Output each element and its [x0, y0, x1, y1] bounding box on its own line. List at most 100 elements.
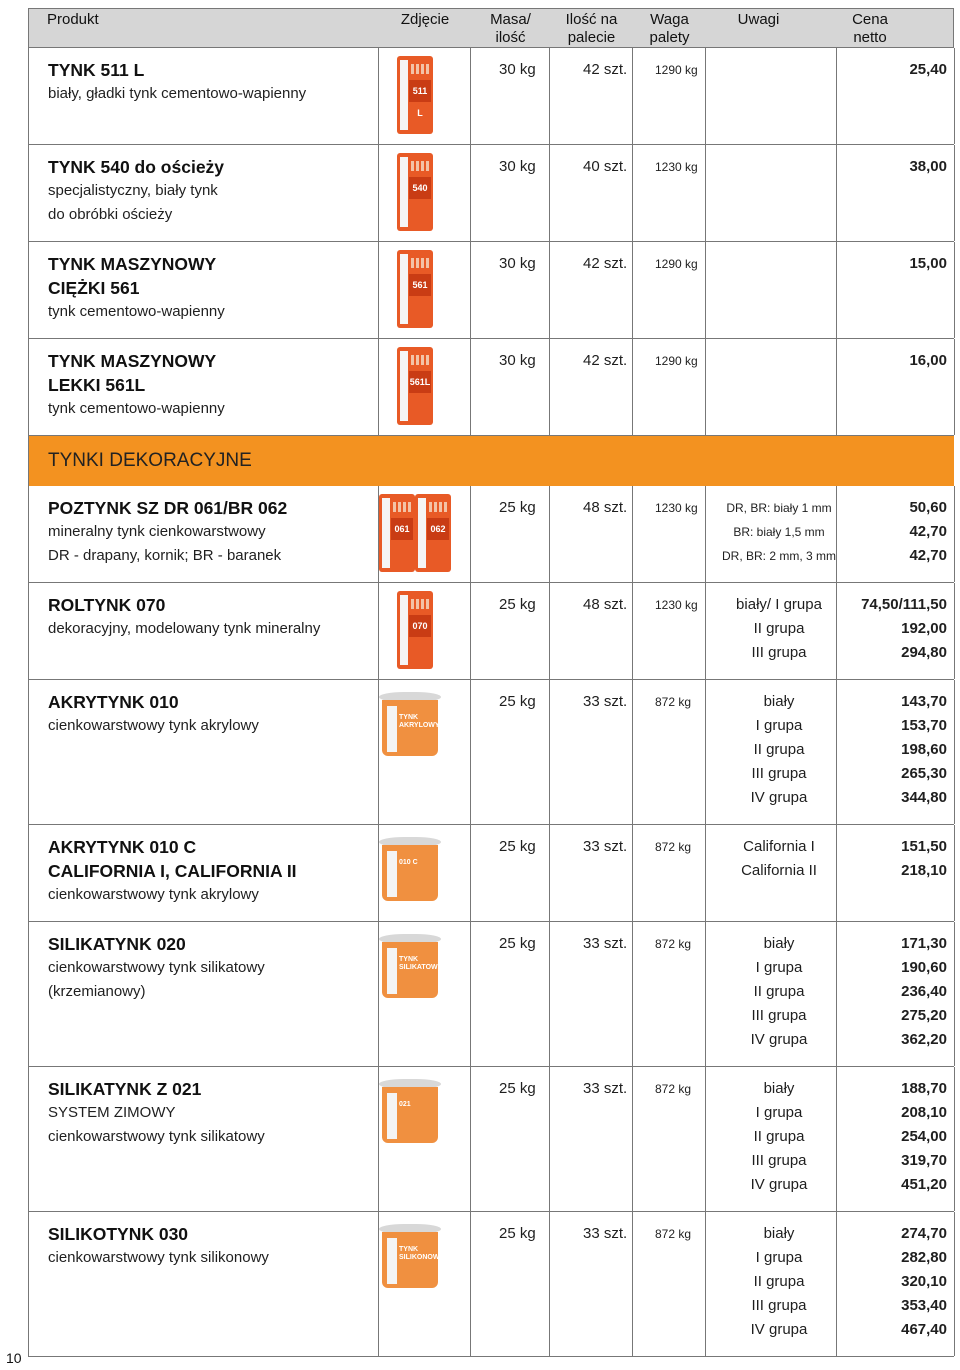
price-value: 362,20 [901, 1031, 947, 1048]
price-value: 151,50 [901, 838, 947, 855]
product-description: mineralny tynk cienkowarstwowy [48, 523, 266, 540]
product-bag-image: 511 L [397, 56, 433, 134]
column-divider [378, 145, 379, 241]
column-divider [378, 583, 379, 679]
mass-cell: 25 kg [499, 499, 536, 516]
column-divider [549, 680, 550, 824]
remark-line: III grupa [751, 1297, 807, 1314]
price-value: 274,70 [901, 1225, 947, 1242]
bag-label: 511 L [409, 80, 431, 118]
remark-line: biały [763, 1225, 795, 1242]
bag-label: 540 [409, 177, 431, 199]
remark-line: DR, BR: biały 1 mm [726, 501, 832, 515]
price-cell: 188,70 208,10 254,00 319,70 451,20 [839, 1077, 947, 1197]
price-value: 42,70 [909, 523, 947, 540]
table-row: SILIKATYNK Z 021 SYSTEM ZIMOWY cienkowarst… [28, 1067, 955, 1212]
price-value: 344,80 [901, 789, 947, 806]
pallet-weight-cell: 872 kg [655, 695, 692, 709]
price-value: 25,40 [909, 61, 947, 78]
column-divider [470, 583, 471, 679]
product-name: TYNK MASZYNOWY [48, 254, 217, 274]
product-name: AKRYTYNK 010 C [48, 837, 197, 857]
remark-line: I grupa [755, 959, 803, 976]
pallet-weight-cell: 1290 kg [655, 63, 698, 77]
product-description: cienkowarstwowy tynk silikatowy [48, 1128, 265, 1145]
column-divider [705, 339, 706, 435]
product-cell: AKRYTYNK 010 cienkowarstwowy tynk akrylow… [48, 690, 368, 738]
product-description: biały, gładki tynk cementowo-wapienny [48, 85, 307, 102]
pallet-qty-cell: 48 szt. [583, 499, 628, 516]
column-divider [632, 145, 633, 241]
bag-label: 561 [409, 274, 431, 296]
column-divider [470, 1067, 471, 1211]
product-bucket-image: TYNK SILIKONOWY [379, 1224, 445, 1290]
bag-pattern [393, 502, 411, 512]
price-value: 320,10 [901, 1273, 947, 1290]
bag-label: 062 [427, 518, 449, 540]
table-row: SILIKATYNK 020 cienkowarstwowy tynk silik… [28, 922, 955, 1067]
column-divider [954, 486, 955, 582]
remark-line: IV grupa [750, 1031, 808, 1048]
column-divider [470, 825, 471, 921]
pallet-qty-cell: 40 szt. [583, 158, 628, 175]
mass-cell: 30 kg [499, 158, 536, 175]
table-row: TYNK MASZYNOWY CIĘŻKI 561 tynk cementowo-w… [28, 242, 955, 339]
column-divider [549, 145, 550, 241]
bag-pattern [411, 355, 429, 365]
remarks-cell: biały I grupa II grupa III grupa IV grupa [709, 690, 849, 810]
column-divider [549, 242, 550, 338]
price-cell: 143,70 153,70 198,60 265,30 344,80 [839, 690, 947, 810]
product-description: SYSTEM ZIMOWY [48, 1104, 176, 1121]
page-number: 10 [6, 1350, 22, 1366]
bag-stripe [400, 351, 408, 421]
bucket-label: TYNK AKRYLOWY [399, 714, 440, 729]
column-divider [470, 1212, 471, 1356]
bucket-label: TYNK SILIKONOWY [399, 1246, 445, 1261]
column-divider [549, 1212, 550, 1356]
pallet-qty-cell: 33 szt. [583, 693, 628, 710]
column-divider [378, 680, 379, 824]
header-qty: Ilość na palecie [565, 11, 618, 46]
product-bucket-image: 010 C [379, 837, 441, 903]
column-divider [632, 242, 633, 338]
mass-cell: 25 kg [499, 838, 536, 855]
price-value: 208,10 [901, 1104, 947, 1121]
column-divider [470, 680, 471, 824]
pallet-weight-cell: 872 kg [655, 1227, 692, 1241]
product-bag-image: 062 [415, 494, 451, 572]
remark-line: biały [763, 693, 795, 710]
bucket-band [387, 1093, 397, 1139]
bucket-label: TYNK SILIKATOWY [399, 956, 443, 971]
price-cell: 16,00 [839, 349, 947, 373]
header-remarks: Uwagi [737, 11, 780, 28]
bucket-band [387, 706, 397, 752]
column-divider [378, 825, 379, 921]
mass-cell: 25 kg [499, 1225, 536, 1242]
header-weight: Waga palety [649, 11, 690, 46]
pallet-qty-cell: 42 szt. [583, 255, 628, 272]
pallet-weight-cell: 872 kg [655, 840, 692, 854]
pallet-weight-cell: 872 kg [655, 1082, 692, 1096]
product-description: cienkowarstwowy tynk silikatowy [48, 959, 265, 976]
product-cell: TYNK 511 L biały, gładki tynk cementowo-w… [48, 58, 368, 106]
section-heading: TYNKI DEKORACYJNE [28, 436, 954, 486]
pallet-qty-cell: 33 szt. [583, 1080, 628, 1097]
product-name: POZTYNK SZ DR 061/BR 062 [48, 498, 288, 518]
product-name: CIĘŻKI 561 [48, 278, 140, 298]
column-divider [836, 145, 837, 241]
remark-line: IV grupa [750, 789, 808, 806]
pallet-weight-cell: 872 kg [655, 937, 692, 951]
column-divider [549, 922, 550, 1066]
column-divider [954, 1067, 955, 1211]
product-cell: AKRYTYNK 010 C CALIFORNIA I, CALIFORNIA I… [48, 835, 368, 907]
bag-stripe [418, 498, 426, 568]
table-row: AKRYTYNK 010 C CALIFORNIA I, CALIFORNIA I… [28, 825, 955, 922]
column-divider [378, 242, 379, 338]
bag-stripe [400, 157, 408, 227]
table-row: ROLTYNK 070 dekoracyjny, modelowany tynk … [28, 583, 955, 680]
column-divider [549, 825, 550, 921]
mass-cell: 25 kg [499, 693, 536, 710]
mass-cell: 25 kg [499, 596, 536, 613]
product-description: DR - drapany, kornik; BR - baranek [48, 547, 282, 564]
price-value: 218,10 [901, 862, 947, 879]
